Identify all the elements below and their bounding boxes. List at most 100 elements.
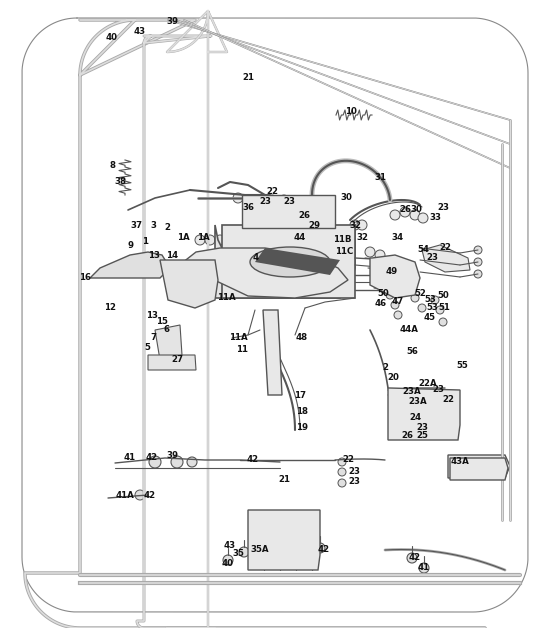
Text: 21: 21	[278, 475, 290, 484]
Circle shape	[391, 301, 399, 309]
Circle shape	[474, 258, 482, 266]
Text: 12: 12	[104, 303, 116, 311]
Text: 48: 48	[296, 333, 308, 342]
Circle shape	[195, 235, 205, 245]
Text: 2: 2	[382, 362, 388, 372]
Text: 19: 19	[296, 423, 308, 433]
Text: 40: 40	[106, 33, 118, 43]
Text: 11C: 11C	[335, 247, 353, 256]
Polygon shape	[422, 245, 470, 272]
Text: 23: 23	[432, 386, 444, 394]
Circle shape	[436, 306, 444, 314]
Polygon shape	[155, 325, 182, 360]
Text: 41: 41	[124, 453, 136, 462]
Circle shape	[223, 555, 233, 565]
Text: 35A: 35A	[251, 546, 269, 555]
Circle shape	[149, 456, 161, 468]
Text: 46: 46	[375, 300, 387, 308]
Circle shape	[410, 210, 420, 220]
Polygon shape	[248, 510, 320, 570]
Circle shape	[187, 457, 197, 467]
Circle shape	[390, 210, 400, 220]
Text: 20: 20	[387, 374, 399, 382]
Circle shape	[253, 195, 263, 205]
Text: 11B: 11B	[333, 236, 351, 244]
Polygon shape	[388, 388, 460, 440]
Text: 42: 42	[247, 455, 259, 465]
Text: 3: 3	[150, 220, 156, 229]
Text: 44: 44	[294, 234, 306, 242]
Circle shape	[338, 468, 346, 476]
Text: 23: 23	[348, 467, 360, 477]
Text: 17: 17	[294, 391, 306, 401]
Text: 32: 32	[349, 220, 361, 229]
Circle shape	[418, 304, 426, 312]
Text: 45: 45	[424, 313, 436, 323]
Text: 38: 38	[114, 178, 126, 187]
Circle shape	[419, 563, 429, 573]
Text: 22: 22	[342, 455, 354, 465]
Text: 26: 26	[399, 205, 411, 215]
Text: 23: 23	[283, 197, 295, 207]
Circle shape	[205, 235, 215, 245]
Text: 26: 26	[401, 431, 413, 440]
Circle shape	[400, 207, 410, 217]
Circle shape	[394, 311, 402, 319]
Text: 1A: 1A	[197, 234, 209, 242]
Text: 18: 18	[296, 408, 308, 416]
Text: 33: 33	[429, 214, 441, 222]
Text: 42: 42	[146, 453, 158, 462]
Text: 43: 43	[224, 541, 236, 550]
Text: 22A: 22A	[419, 379, 437, 387]
Text: 29: 29	[308, 220, 320, 229]
Text: 44A: 44A	[399, 325, 419, 335]
Text: 23: 23	[426, 254, 438, 263]
Text: 40: 40	[222, 560, 234, 568]
Circle shape	[215, 235, 225, 245]
Text: 8: 8	[110, 161, 116, 170]
Text: 55: 55	[456, 360, 468, 369]
Circle shape	[338, 479, 346, 487]
Text: 53: 53	[424, 296, 436, 305]
Text: 34: 34	[392, 234, 404, 242]
Text: 7: 7	[150, 333, 156, 342]
Circle shape	[338, 458, 346, 466]
Text: 10: 10	[345, 107, 357, 117]
Text: 26: 26	[298, 212, 310, 220]
Text: 24: 24	[409, 413, 421, 423]
Circle shape	[386, 291, 394, 299]
Text: 41A: 41A	[116, 492, 135, 501]
Text: 36: 36	[242, 202, 254, 212]
Text: 22: 22	[266, 188, 278, 197]
Text: 27: 27	[171, 355, 183, 364]
Text: 42: 42	[409, 553, 421, 563]
Text: 53: 53	[426, 303, 438, 313]
Polygon shape	[215, 225, 355, 298]
Polygon shape	[450, 458, 508, 480]
Text: 35: 35	[232, 550, 244, 558]
Text: 15: 15	[156, 318, 168, 327]
Text: 30: 30	[340, 193, 352, 202]
Text: 14: 14	[166, 251, 178, 259]
Text: 42: 42	[318, 546, 330, 555]
Circle shape	[365, 247, 375, 257]
Circle shape	[350, 220, 360, 230]
Text: 50: 50	[437, 291, 449, 300]
Text: 47: 47	[392, 298, 404, 306]
Polygon shape	[263, 310, 282, 395]
Text: 43A: 43A	[451, 458, 469, 467]
Text: 11A: 11A	[229, 333, 247, 342]
Polygon shape	[255, 248, 340, 275]
Text: 1A: 1A	[177, 234, 189, 242]
Text: 41: 41	[418, 563, 430, 573]
Polygon shape	[90, 252, 170, 278]
Text: 23A: 23A	[403, 387, 421, 396]
Circle shape	[271, 543, 281, 553]
Polygon shape	[182, 248, 348, 298]
Circle shape	[267, 195, 277, 205]
Text: 1: 1	[142, 237, 148, 247]
Circle shape	[279, 195, 289, 205]
Circle shape	[300, 220, 310, 230]
Circle shape	[171, 456, 183, 468]
Circle shape	[418, 213, 428, 223]
